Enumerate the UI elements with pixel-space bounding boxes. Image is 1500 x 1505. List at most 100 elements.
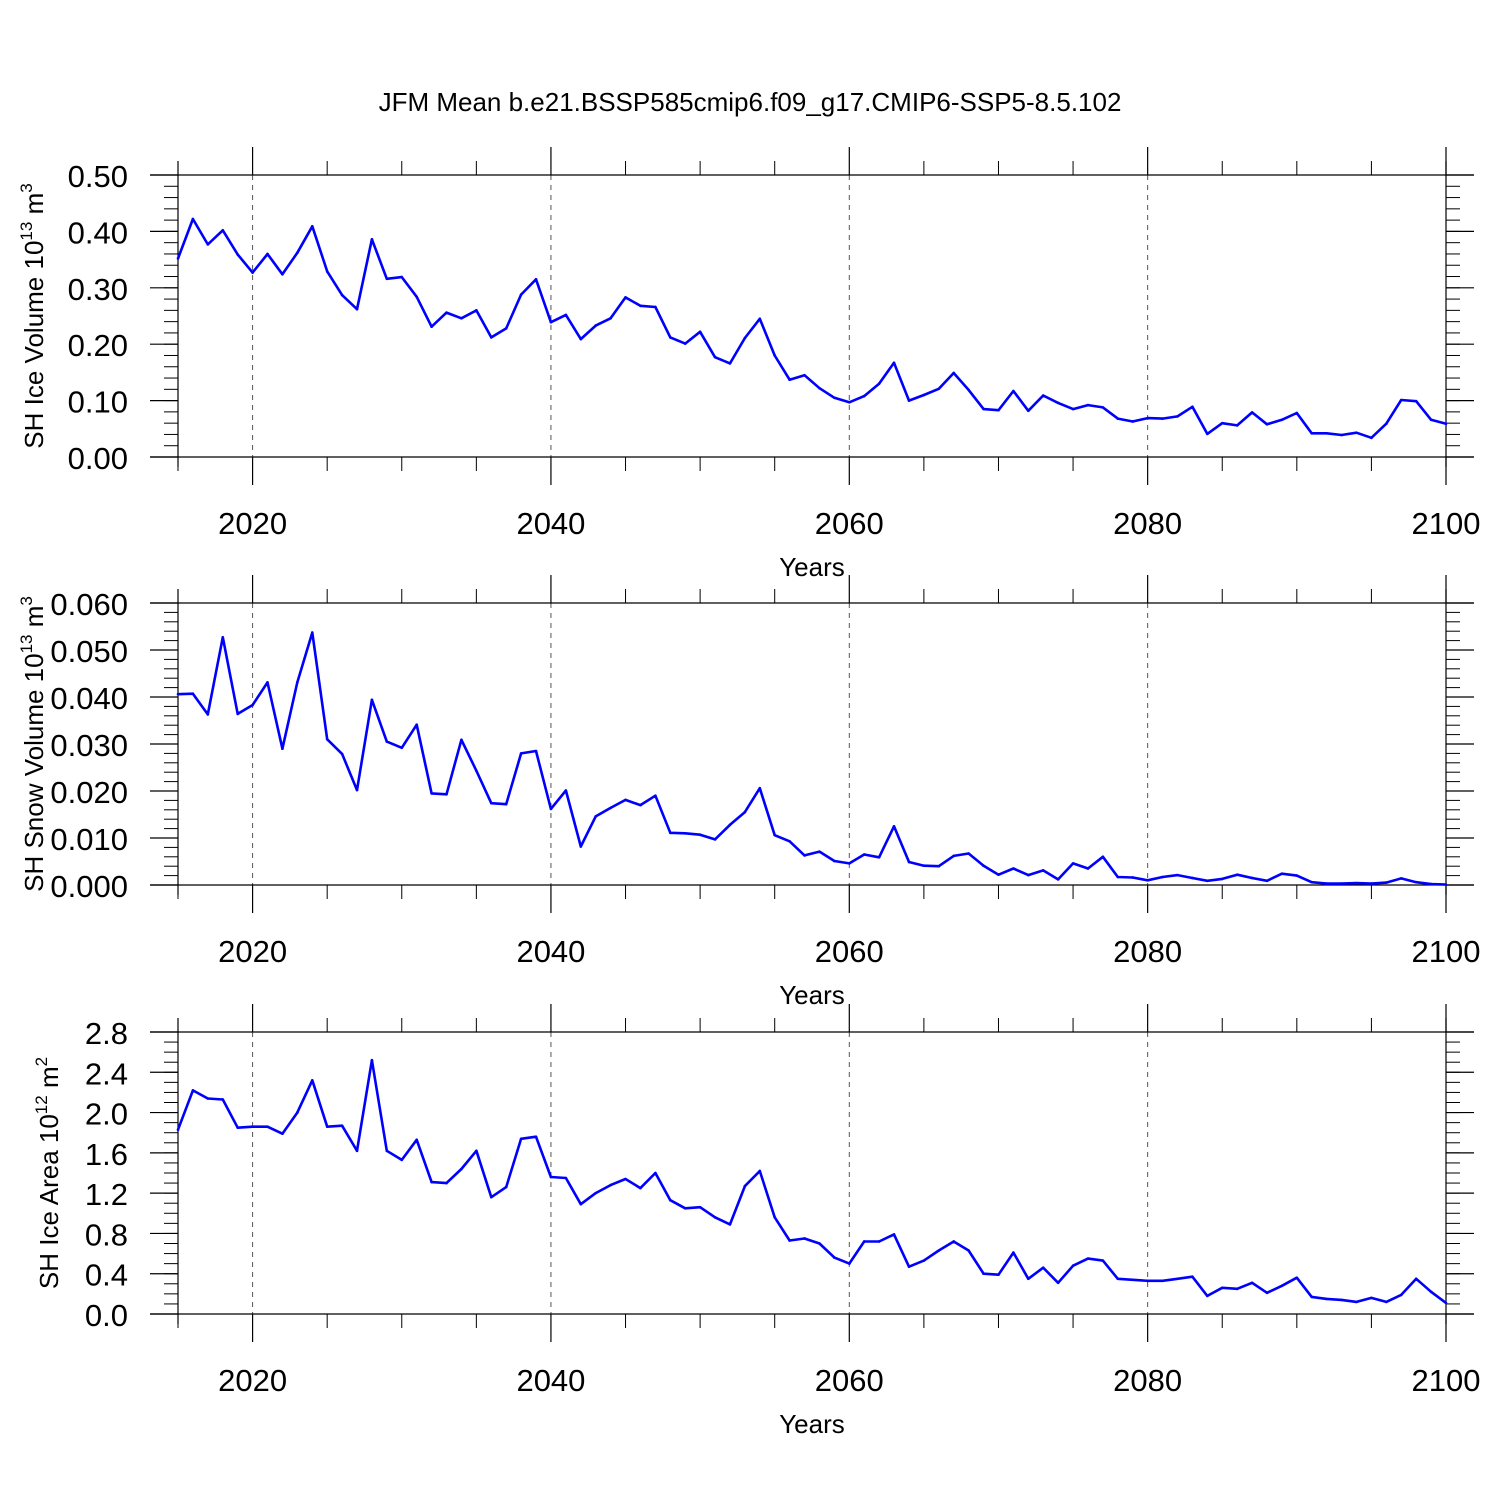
x-tick-label: 2060 <box>815 1363 884 1398</box>
data-point <box>460 738 463 742</box>
data-point <box>967 388 970 392</box>
data-point <box>385 277 389 281</box>
data-point <box>176 1128 180 1131</box>
data-point <box>1235 1287 1239 1291</box>
data-point <box>1146 879 1149 882</box>
data-point <box>639 304 642 308</box>
panel-2: 0.000 0.010 0.020 0.030 0.040 0.050 0.060 2020 2… <box>17 575 1480 1010</box>
data-point <box>564 789 568 792</box>
data-point <box>1041 1266 1045 1269</box>
data-point <box>370 237 374 241</box>
y-tick-label: 0.8 <box>85 1217 128 1252</box>
x-tick-label: 2100 <box>1412 506 1481 541</box>
data-point <box>191 1089 195 1092</box>
data-point <box>758 317 762 321</box>
data-point <box>877 855 881 859</box>
data-point <box>624 798 627 802</box>
data-point <box>296 1111 299 1114</box>
data-point <box>892 361 896 365</box>
data-point <box>1176 415 1179 418</box>
data-point <box>639 1186 642 1190</box>
data-point <box>370 698 374 702</box>
data-point <box>340 293 344 297</box>
x-tick-label: 2020 <box>218 1363 287 1398</box>
data-point <box>1176 1277 1179 1281</box>
data-point <box>1250 1281 1254 1285</box>
data-point <box>1385 1300 1388 1304</box>
y-tick-label: 0.050 <box>50 634 128 669</box>
data-point <box>847 400 851 404</box>
series-line <box>177 631 1447 886</box>
data-point <box>266 681 269 684</box>
data-point <box>1325 432 1328 435</box>
data-point <box>1310 432 1314 435</box>
data-point <box>1280 872 1284 876</box>
y-tick-label: 2.0 <box>85 1097 128 1132</box>
data-point <box>1071 407 1075 411</box>
data-point <box>206 1097 210 1100</box>
data-point <box>1101 406 1105 409</box>
data-point <box>236 253 239 256</box>
data-point <box>847 1262 851 1265</box>
data-point <box>1355 1300 1358 1304</box>
data-point <box>698 1205 702 1209</box>
data-point <box>1056 1281 1060 1285</box>
data-point <box>803 854 806 857</box>
y-tick-label: 0.060 <box>50 587 128 622</box>
data-point <box>1161 417 1164 420</box>
data-point <box>803 1237 806 1240</box>
y-tick-label: 0.30 <box>68 272 128 307</box>
y-tick-label: 1.6 <box>85 1137 128 1172</box>
data-point <box>1444 1301 1448 1305</box>
data-point <box>1340 433 1343 437</box>
data-point <box>1325 1297 1328 1301</box>
data-point <box>415 1138 418 1142</box>
data-point <box>698 833 702 837</box>
y-tick-label: 0.10 <box>68 385 128 420</box>
data-point <box>475 769 478 773</box>
data-point <box>1265 422 1269 426</box>
series-line <box>176 1058 1447 1304</box>
data-point <box>355 1149 359 1153</box>
data-point <box>1086 867 1090 870</box>
data-point <box>1101 855 1105 859</box>
data-point <box>952 854 956 858</box>
x-tick-label: 2040 <box>516 506 585 541</box>
data-point <box>370 1058 374 1062</box>
data-point <box>340 1124 344 1127</box>
data-point <box>833 1256 836 1259</box>
data-point <box>803 373 806 377</box>
data-point <box>519 1137 523 1141</box>
data-point <box>325 738 329 741</box>
data-point <box>206 713 210 716</box>
data-point <box>1295 411 1299 415</box>
data-point <box>609 316 612 320</box>
data-point <box>997 873 1000 876</box>
x-tick-label: 2080 <box>1113 506 1182 541</box>
x-tick-label: 2060 <box>815 934 884 969</box>
data-point <box>1399 1293 1403 1297</box>
y-axis-label-exponent: 12 <box>32 1095 51 1114</box>
data-point <box>579 845 583 848</box>
y-axis-label-unit-exponent: 3 <box>17 183 36 192</box>
data-point <box>504 327 508 330</box>
data-point <box>982 1272 985 1276</box>
data-point <box>1191 1275 1194 1279</box>
data-point <box>564 1176 568 1180</box>
data-point <box>862 1240 866 1243</box>
data-point <box>534 1135 538 1139</box>
data-point <box>430 325 433 329</box>
data-point <box>743 336 747 340</box>
data-point <box>877 382 881 385</box>
data-point <box>445 1181 448 1185</box>
data-point <box>579 1202 583 1206</box>
data-point <box>1429 882 1433 886</box>
data-point <box>967 1249 970 1252</box>
data-point <box>654 305 657 309</box>
data-point <box>1250 411 1254 414</box>
data-point <box>1191 876 1194 880</box>
data-point <box>445 792 448 796</box>
data-point <box>549 807 553 811</box>
data-point <box>1101 1259 1105 1262</box>
